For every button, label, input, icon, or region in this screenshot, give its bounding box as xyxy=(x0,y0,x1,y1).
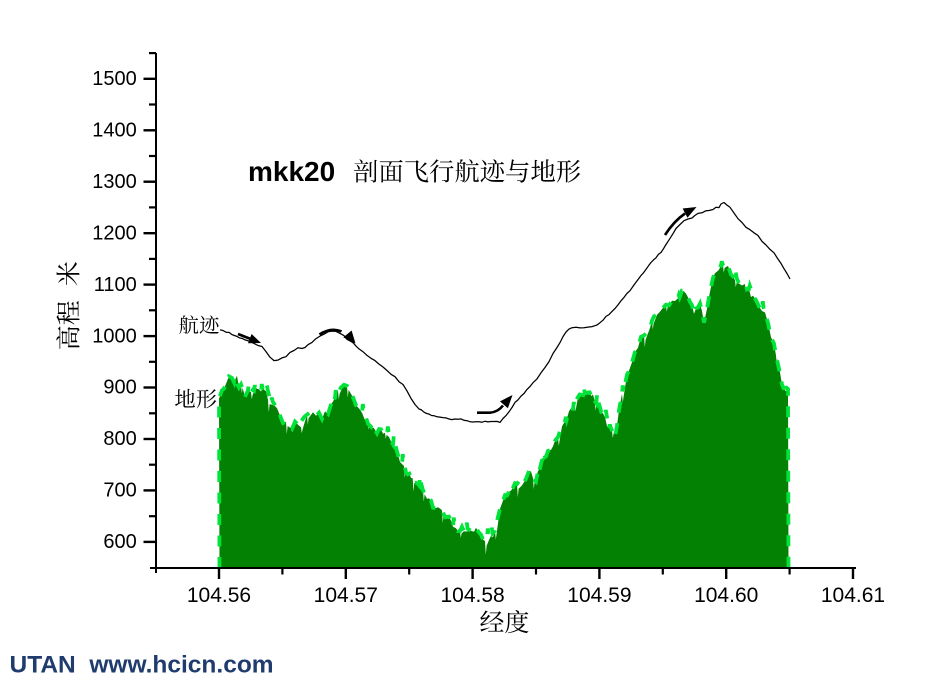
svg-text:UTAN www.hcicn.com: UTAN www.hcicn.com xyxy=(10,652,274,679)
svg-text:104.56: 104.56 xyxy=(187,584,251,607)
svg-text:1300: 1300 xyxy=(92,171,137,193)
svg-text:1500: 1500 xyxy=(92,68,137,90)
svg-text:mkk20: mkk20 xyxy=(248,156,335,187)
svg-text:104.57: 104.57 xyxy=(314,584,378,607)
svg-text:1000: 1000 xyxy=(92,325,137,347)
svg-text:600: 600 xyxy=(103,531,136,553)
svg-text:1200: 1200 xyxy=(92,222,137,244)
svg-text:104.61: 104.61 xyxy=(821,584,885,607)
svg-text:800: 800 xyxy=(103,428,136,450)
svg-text:900: 900 xyxy=(103,377,136,399)
svg-text:1400: 1400 xyxy=(92,120,137,142)
svg-text:700: 700 xyxy=(103,480,136,502)
svg-text:104.58: 104.58 xyxy=(440,584,504,607)
svg-text:104.59: 104.59 xyxy=(567,584,631,607)
svg-text:104.60: 104.60 xyxy=(694,584,758,607)
svg-text:1100: 1100 xyxy=(94,274,137,296)
